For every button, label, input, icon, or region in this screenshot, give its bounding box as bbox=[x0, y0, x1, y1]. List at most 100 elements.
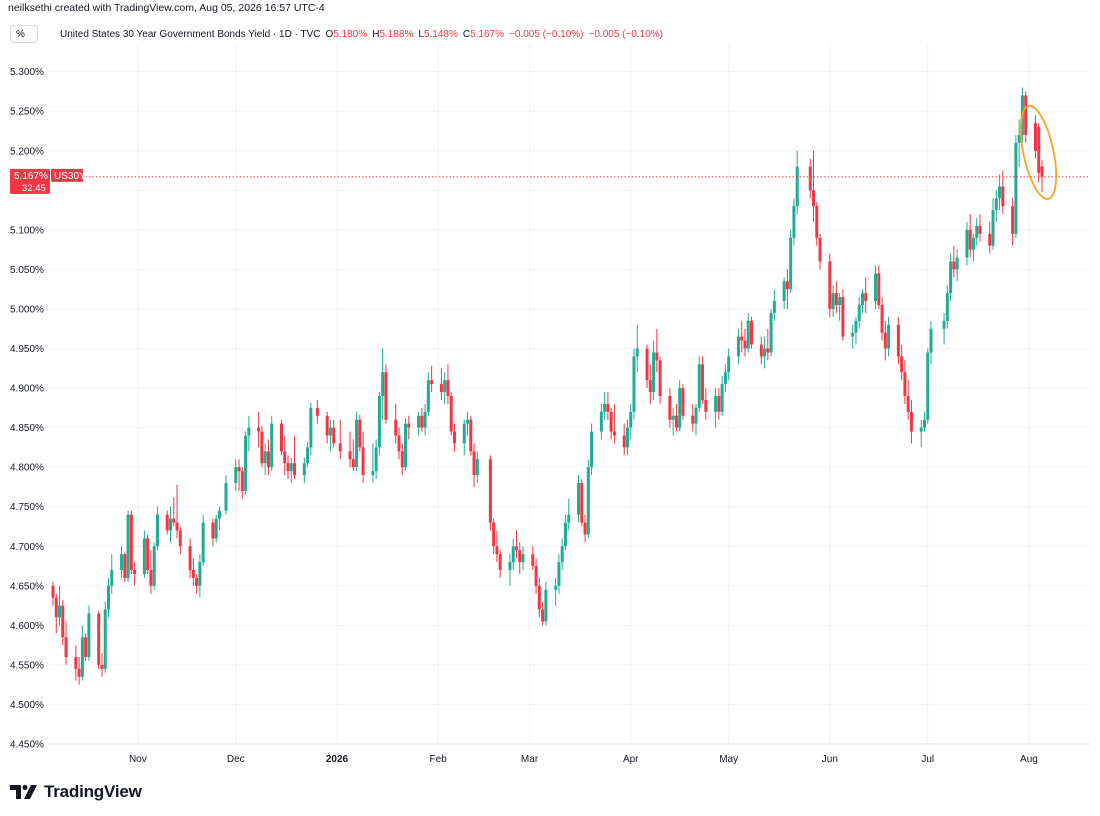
y-tick-label: 5.050% bbox=[10, 265, 44, 276]
candle-body bbox=[488, 459, 492, 523]
candle-body bbox=[727, 356, 731, 373]
candle-body bbox=[877, 273, 881, 306]
candle-body bbox=[942, 320, 946, 329]
y-tick-label: 5.200% bbox=[10, 146, 44, 157]
candle-body bbox=[1011, 206, 1015, 234]
candle-body bbox=[420, 415, 424, 428]
candle-body bbox=[103, 609, 107, 669]
candle-body bbox=[887, 324, 891, 349]
candle-body bbox=[338, 443, 342, 452]
candle-body bbox=[720, 384, 724, 412]
candle-body bbox=[384, 372, 388, 420]
candle-body bbox=[374, 447, 378, 472]
candle-body bbox=[110, 569, 114, 586]
candle-body bbox=[991, 210, 995, 246]
candle-body bbox=[211, 522, 215, 539]
candle-body bbox=[234, 467, 238, 483]
candle-body bbox=[701, 364, 705, 400]
candle-body bbox=[1040, 166, 1044, 177]
candle-body bbox=[129, 514, 133, 570]
candle-body bbox=[446, 380, 450, 396]
candle-body bbox=[789, 237, 793, 290]
candle-body bbox=[968, 229, 972, 250]
candle-body bbox=[971, 237, 975, 250]
candle-body bbox=[430, 380, 434, 385]
candle-body bbox=[625, 427, 629, 448]
candle-body bbox=[1033, 123, 1037, 151]
candle-body bbox=[100, 664, 104, 669]
candle-body bbox=[146, 538, 150, 570]
candle-body bbox=[668, 395, 672, 420]
candle-body bbox=[257, 427, 261, 432]
candle-body bbox=[557, 562, 561, 586]
candle-body bbox=[58, 605, 62, 618]
brand-name: TradingView bbox=[44, 782, 142, 801]
y-tick-label: 4.650% bbox=[10, 581, 44, 592]
candle-body bbox=[841, 297, 845, 337]
candle-body bbox=[195, 577, 199, 586]
y-tick-label: 4.900% bbox=[10, 384, 44, 395]
candle-body bbox=[606, 403, 610, 412]
candle-body bbox=[714, 395, 718, 412]
candle-body bbox=[909, 411, 913, 432]
candle-body bbox=[279, 423, 283, 452]
candle-body bbox=[544, 589, 548, 622]
candle-body bbox=[926, 352, 930, 420]
x-tick-label: May bbox=[719, 754, 738, 765]
candle-body bbox=[309, 407, 313, 448]
candle-body bbox=[567, 514, 571, 523]
low-label: L bbox=[418, 28, 424, 40]
candle-body bbox=[188, 546, 192, 570]
candle-body bbox=[371, 471, 375, 476]
candle-body bbox=[658, 360, 662, 396]
change-value-secondary: −0.005 (−0.10%) bbox=[588, 28, 664, 40]
symbol-title: United States 30 Year Government Bonds Y… bbox=[60, 28, 321, 40]
candle-body bbox=[922, 419, 926, 428]
candle-body bbox=[838, 297, 842, 306]
candle-body bbox=[612, 431, 616, 436]
candle-body bbox=[648, 380, 652, 393]
candle-body bbox=[325, 415, 329, 436]
y-tick-label: 4.700% bbox=[10, 542, 44, 553]
candle-body bbox=[697, 364, 701, 408]
candle-body bbox=[740, 336, 744, 341]
open-value: 5.180% bbox=[333, 28, 368, 40]
candle-body bbox=[155, 514, 159, 547]
candle-body bbox=[854, 320, 858, 333]
x-axis: Nov Dec 2026 Feb Mar Apr May Jun Jul Aug bbox=[48, 743, 1090, 765]
candle-body bbox=[361, 447, 365, 476]
candle-body bbox=[348, 451, 352, 460]
candle-body bbox=[97, 613, 101, 665]
unit-label: % bbox=[16, 28, 25, 40]
candle-body bbox=[978, 225, 982, 234]
candle-body bbox=[537, 585, 541, 610]
candle-body bbox=[792, 206, 796, 238]
candle-body bbox=[469, 419, 473, 452]
candle-body bbox=[919, 427, 923, 432]
y-tick-label: 4.800% bbox=[10, 463, 44, 474]
candle-body bbox=[466, 419, 470, 424]
attribution-text: neilksethi created with TradingView.com,… bbox=[8, 2, 325, 14]
candle-body bbox=[400, 451, 404, 468]
candle-body bbox=[851, 332, 855, 337]
candle-body bbox=[51, 585, 55, 598]
candle-body bbox=[678, 388, 682, 428]
candle-body bbox=[632, 356, 636, 412]
grid bbox=[48, 44, 1090, 745]
candle-body bbox=[635, 348, 639, 357]
candle-body bbox=[694, 407, 698, 424]
candle-body bbox=[332, 427, 336, 444]
candle-body bbox=[74, 656, 78, 669]
candle-body bbox=[782, 281, 786, 302]
candle-body bbox=[289, 463, 293, 472]
candle-body bbox=[495, 546, 499, 555]
unit-toggle-button[interactable]: % bbox=[10, 25, 38, 43]
candle-body bbox=[472, 451, 476, 476]
candle-body bbox=[896, 324, 900, 357]
candle-body bbox=[142, 538, 146, 574]
candle-body bbox=[671, 415, 675, 420]
candle-body bbox=[198, 562, 202, 586]
y-tick-label: 4.950% bbox=[10, 344, 44, 355]
candle-body bbox=[603, 403, 607, 412]
